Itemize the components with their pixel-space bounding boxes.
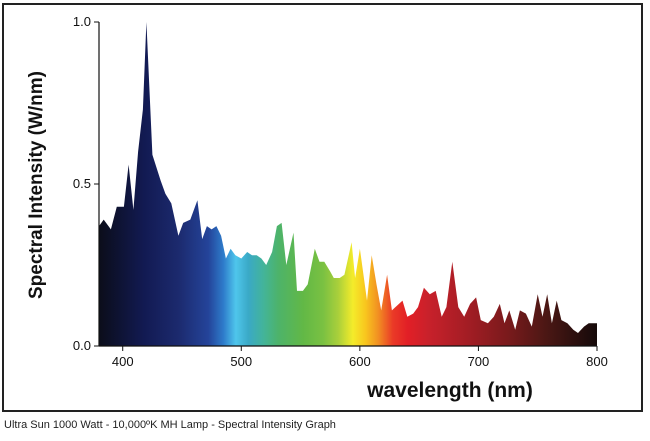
x-tick-label: 700 [468, 354, 490, 369]
x-axis-title: wavelength (nm) [366, 379, 533, 402]
x-tick-label: 800 [586, 354, 608, 369]
x-tick-label: 600 [349, 354, 371, 369]
y-tick-label: 0.5 [73, 176, 91, 191]
figure-caption: Ultra Sun 1000 Watt - 10,000ºK MH Lamp -… [4, 419, 336, 431]
x-tick-label: 400 [112, 354, 134, 369]
y-tick-label: 1.0 [73, 14, 91, 29]
y-tick-label: 0.0 [73, 338, 91, 353]
x-tick-label: 500 [230, 354, 252, 369]
y-axis-title: Spectral Intensity (W/nm) [26, 71, 47, 299]
spectrum-area-series-0 [99, 22, 597, 346]
